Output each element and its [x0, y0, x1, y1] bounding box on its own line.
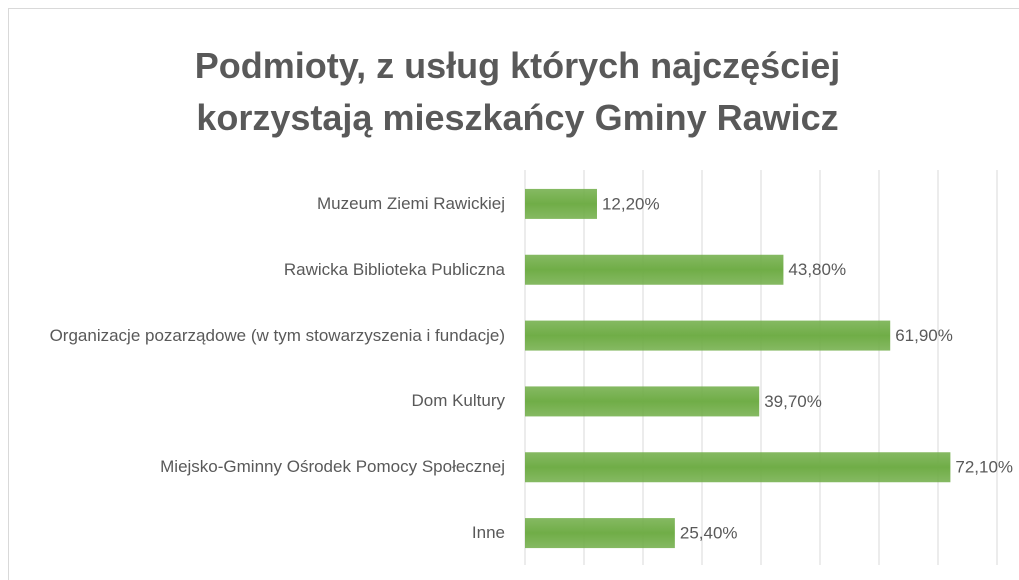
value-label: 43,80% — [788, 260, 846, 279]
value-label: 61,90% — [895, 326, 953, 345]
value-label: 25,40% — [680, 524, 738, 543]
value-label: 72,10% — [955, 458, 1013, 477]
category-label: Organizacje pozarządowe (w tym stowarzys… — [49, 325, 505, 345]
bar — [525, 188, 597, 219]
category-label: Rawicka Biblioteka Publiczna — [283, 259, 505, 279]
chart-border — [8, 8, 1019, 580]
value-label: 39,70% — [764, 392, 822, 411]
bar — [525, 386, 760, 417]
category-label: Muzeum Ziemi Rawickiej — [317, 193, 505, 213]
value-label: 12,20% — [602, 194, 660, 213]
category-label: Dom Kultury — [411, 391, 505, 411]
bar — [525, 320, 891, 351]
category-label: Miejsko-Gminny Ośrodek Pomocy Społecznej — [160, 457, 505, 477]
bar — [525, 452, 951, 483]
chart-title: Podmioty, z usług których najczęściej ko… — [194, 45, 841, 138]
bar — [525, 518, 675, 549]
bar — [525, 254, 784, 285]
category-label: Inne — [471, 523, 505, 543]
